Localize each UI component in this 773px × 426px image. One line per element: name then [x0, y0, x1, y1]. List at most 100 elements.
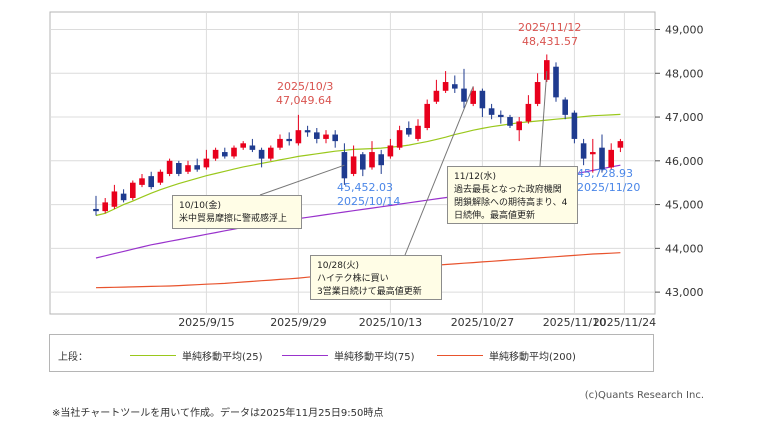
candle-body: [452, 84, 458, 89]
candle-body: [498, 114, 504, 118]
candle-body: [488, 108, 495, 115]
callout-nov12-line4: 日続伸。最高値更新: [454, 211, 536, 221]
callout-nov12-line2: 過去最長となった政府機関: [454, 185, 562, 195]
y-tick-label: 49,000: [665, 24, 704, 37]
annotation-high2-date: 2025/11/12: [518, 21, 581, 34]
candle-body: [350, 156, 357, 174]
candle-body: [608, 149, 614, 168]
y-tick-label: 43,000: [665, 286, 704, 299]
candle-body: [562, 99, 568, 115]
legend-label-ma75: 単純移動平均(75): [334, 352, 415, 363]
candle-body: [433, 90, 440, 102]
annotation-low1-date: 2025/10/14: [337, 195, 400, 208]
callout-nov12-line3: 閉鎖解除への期待高まり、4: [454, 198, 568, 208]
candle-body: [534, 82, 541, 104]
candle-body: [442, 82, 449, 91]
y-tick-label: 48,000: [665, 67, 704, 80]
legend-swatch-ma75: [282, 355, 328, 356]
candle-body: [212, 149, 219, 159]
candle-body: [507, 117, 513, 126]
candle-body: [525, 103, 532, 122]
y-tick-label: 47,000: [665, 111, 704, 124]
annotation-high2-value: 48,431.57: [522, 35, 578, 48]
candle-body: [323, 134, 329, 139]
x-tick-label: 2025/9/29: [270, 316, 326, 329]
candle-body: [102, 202, 108, 212]
callout-oct10-line1: 10/10(金): [179, 201, 221, 211]
callout-oct10: 10/10(金) 米中貿易摩擦に警戒感浮上: [172, 195, 302, 229]
candle-body: [231, 147, 237, 157]
candle-body: [203, 158, 210, 168]
candle-body: [314, 132, 320, 139]
legend-item-ma200: 単純移動平均(200): [437, 348, 576, 363]
candle-body: [599, 147, 605, 170]
x-tick-label: 2025/10/13: [359, 316, 422, 329]
callout-oct28-line2: ハイテク株に買い: [317, 274, 389, 284]
candle-body: [461, 88, 467, 102]
candle-body: [341, 152, 348, 179]
candle-body: [176, 163, 182, 174]
candle-body: [544, 60, 550, 80]
candle-body: [120, 193, 127, 201]
candle-body: [185, 165, 191, 172]
callout-leaders: [259, 71, 548, 256]
candle-body: [617, 141, 624, 148]
callout-nov12: 11/12(水) 過去最長となった政府機関 閉鎖解除への期待高まり、4 日続伸。…: [447, 166, 578, 224]
y-tick-label: 46,000: [665, 155, 704, 168]
y-tick-label: 45,000: [665, 199, 704, 212]
candle-body: [268, 147, 274, 159]
annotation-low2-date: 2025/11/20: [577, 181, 640, 194]
candle-body: [516, 121, 522, 131]
callout-leader-line: [539, 71, 548, 167]
legend-prefix-label: 上段：: [58, 352, 88, 363]
candle-body: [258, 149, 265, 159]
x-tick-label: 2025/10/27: [451, 316, 514, 329]
candle-body: [424, 103, 430, 128]
legend-prefix: 上段：: [58, 348, 88, 363]
candle-body: [571, 112, 578, 139]
candle-body: [148, 176, 154, 188]
candle-body: [295, 130, 302, 144]
candle-body: [277, 138, 283, 148]
candle-body: [369, 152, 375, 168]
candle-body: [286, 138, 292, 142]
candle-body: [249, 145, 256, 150]
legend-item-ma25: 単純移動平均(25): [130, 348, 263, 363]
callout-oct28-line1: 10/28(火): [317, 261, 359, 271]
legend-label-ma25: 単純移動平均(25): [182, 352, 263, 363]
legend-item-ma75: 単純移動平均(75): [282, 348, 415, 363]
candle-body: [139, 178, 145, 185]
x-tick-label: 2025/11/24: [593, 316, 656, 329]
candle-body: [590, 152, 596, 155]
y-tick-label: 44,000: [665, 242, 704, 255]
candle-body: [387, 145, 394, 157]
x-axis: 2025/9/15 2025/9/29 2025/10/13 2025/10/27 20…: [178, 316, 656, 329]
y-axis: 43,000 44,000 45,000 46,000 47,000 48,000 49,0…: [655, 24, 704, 299]
candle-body: [111, 191, 118, 207]
candle-body: [222, 152, 228, 157]
callout-oct10-line2: 米中貿易摩擦に警戒感浮上: [179, 214, 288, 224]
candle-body: [396, 130, 403, 148]
candle-body: [553, 66, 559, 98]
callout-oct28: 10/28(火) ハイテク株に買い 3営業日続けて最高値更新: [310, 255, 442, 300]
candle-body: [360, 154, 366, 170]
candle-body: [93, 208, 99, 212]
annotation-high1-value: 47,049.64: [276, 94, 332, 107]
candle-body: [166, 160, 173, 174]
callout-nov12-line1: 11/12(水): [454, 172, 496, 182]
legend: 上段： 単純移動平均(25) 単純移動平均(75) 単純移動平均(200): [49, 334, 654, 372]
plot-frame: [49, 11, 656, 315]
legend-label-ma200: 単純移動平均(200): [489, 352, 576, 363]
candle-body: [415, 125, 421, 139]
x-tick-label: 2025/9/15: [178, 316, 234, 329]
footnote-text: ※当社チャートツールを用いて作成。データは2025年11月25日9:50時点: [52, 408, 384, 419]
annotation-high1-date: 2025/10/3: [277, 80, 333, 93]
callout-leader-line: [404, 86, 474, 256]
candle-body: [157, 171, 164, 183]
candles: [93, 54, 624, 216]
annotation-low2-value: 45,728.93: [577, 167, 633, 180]
candle-body: [406, 127, 412, 135]
credit-text: (c)Quants Research Inc.: [584, 390, 704, 401]
candle-body: [378, 154, 384, 166]
